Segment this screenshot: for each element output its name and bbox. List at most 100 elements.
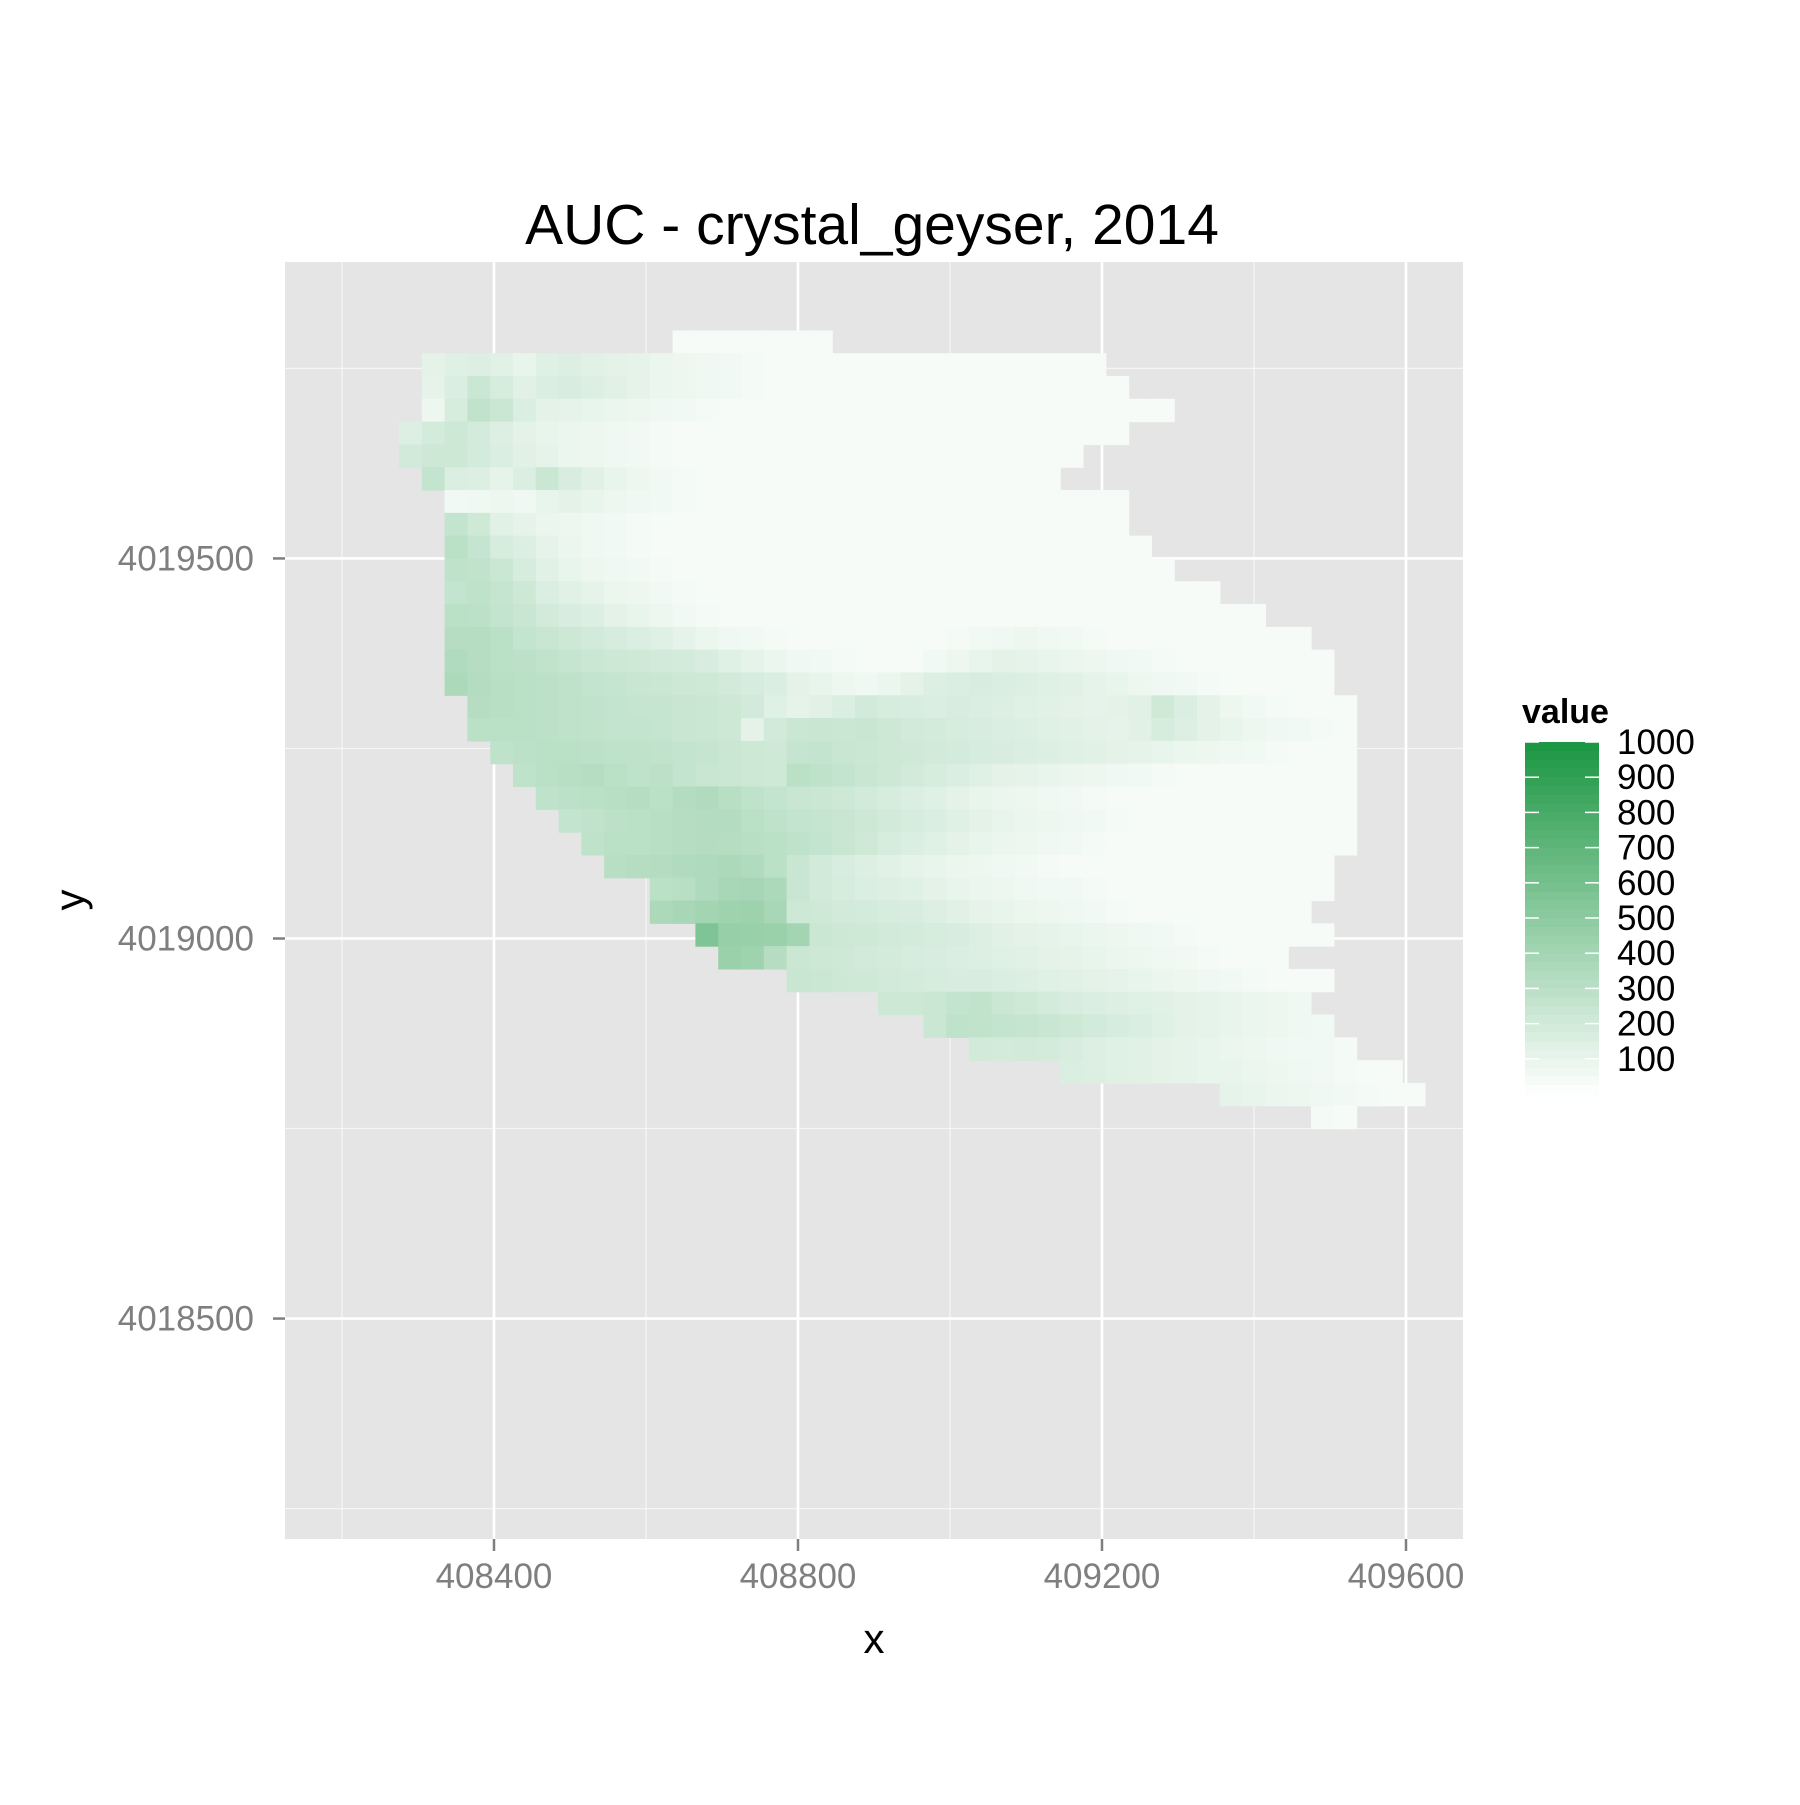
heatmap-cell [1151, 604, 1175, 628]
heatmap-cell [741, 877, 765, 902]
heatmap-cell [1083, 1037, 1107, 1061]
heatmap-cell [444, 353, 468, 377]
heatmap-cell [923, 946, 947, 970]
heatmap-cell [1060, 718, 1084, 742]
heatmap-cell [741, 718, 765, 742]
heatmap-cell [1060, 512, 1084, 537]
heatmap-cell [969, 490, 993, 514]
heatmap-cell [763, 695, 788, 719]
heatmap-cell [991, 376, 1016, 400]
heatmap-cell [1083, 558, 1107, 582]
heatmap-cell [467, 604, 491, 628]
heatmap-cell [1265, 877, 1289, 902]
heatmap-cell [1197, 900, 1221, 924]
heatmap-cell [763, 421, 788, 446]
heatmap-cell [718, 467, 742, 491]
heatmap-cell [1037, 376, 1061, 400]
heatmap-cell [741, 786, 765, 810]
heatmap-cell [1014, 991, 1038, 1016]
heatmap-cell [1083, 535, 1107, 560]
heatmap-cell [672, 809, 696, 833]
heatmap-cell [923, 558, 947, 582]
heatmap-cell [581, 695, 605, 719]
heatmap-cell [444, 649, 468, 674]
heatmap-cell [1128, 854, 1152, 879]
legend-bar-segment [1525, 777, 1599, 787]
heatmap-cell [558, 809, 582, 833]
heatmap-cell [1242, 900, 1266, 924]
heatmap-cell [1265, 740, 1289, 765]
heatmap-cell [1083, 672, 1107, 696]
heatmap-cell [1037, 877, 1061, 902]
heatmap-cell [1242, 672, 1266, 696]
heatmap-cell [1037, 923, 1061, 947]
heatmap-cell [558, 626, 582, 651]
heatmap-cell [649, 421, 674, 446]
heatmap-cell [741, 900, 765, 924]
heatmap-cell [1311, 718, 1335, 742]
heatmap-cell [1288, 763, 1312, 788]
heatmap-cell [763, 467, 788, 491]
heatmap-cell [991, 900, 1016, 924]
heatmap-cell [832, 467, 856, 491]
heatmap-cell [900, 809, 924, 833]
heatmap-cell [490, 444, 514, 468]
heatmap-cell [1311, 740, 1335, 765]
heatmap-cell [1037, 854, 1061, 879]
heatmap-cell [1037, 718, 1061, 742]
heatmap-cell [969, 421, 993, 446]
legend-bar-segment [1525, 847, 1599, 858]
heatmap-cell [1060, 1037, 1084, 1061]
heatmap-cell [421, 421, 446, 446]
heatmap-cell [923, 718, 947, 742]
heatmap-cell [741, 946, 765, 970]
heatmap-cell [513, 376, 537, 400]
heatmap-cell [786, 398, 810, 423]
heatmap-cell [763, 900, 788, 924]
heatmap-cell [763, 786, 788, 810]
heatmap-cell [535, 558, 560, 582]
heatmap-cell [832, 376, 856, 400]
heatmap-cell [1288, 786, 1312, 810]
heatmap-cell [1037, 1037, 1061, 1061]
legend-bar-segment [1525, 794, 1599, 805]
heatmap-cell [1105, 991, 1130, 1016]
heatmap-cell [1105, 421, 1130, 446]
heatmap-cell [855, 649, 879, 674]
heatmap-cell [535, 718, 560, 742]
heatmap-cell [832, 581, 856, 605]
heatmap-cell [1083, 376, 1107, 400]
heatmap-cell [1174, 832, 1198, 856]
heatmap-cell [604, 398, 628, 423]
heatmap-cell [718, 353, 742, 377]
heatmap-cell [581, 376, 605, 400]
heatmap-cell [832, 490, 856, 514]
heatmap-cell [467, 421, 491, 446]
heatmap-cell [855, 832, 879, 856]
heatmap-cell [1197, 1037, 1221, 1061]
heatmap-cell [946, 490, 970, 514]
heatmap-cell [877, 740, 902, 765]
heatmap-cell [877, 490, 902, 514]
heatmap-cell [1311, 854, 1335, 879]
heatmap-cell [1105, 832, 1130, 856]
heatmap-cell [1265, 991, 1289, 1016]
heatmap-cell [809, 900, 833, 924]
heatmap-cell [991, 946, 1016, 970]
heatmap-cell [1037, 832, 1061, 856]
heatmap-cell [763, 946, 788, 970]
heatmap-cell [877, 786, 902, 810]
heatmap-cell [786, 672, 810, 696]
heatmap-cell [900, 376, 924, 400]
heatmap-cell [1311, 672, 1335, 696]
heatmap-cell [809, 649, 833, 674]
heatmap-cell [672, 398, 696, 423]
heatmap-cell [741, 444, 765, 468]
legend-bar-segment [1525, 900, 1599, 910]
heatmap-cell [991, 490, 1016, 514]
heatmap-cell [969, 353, 993, 377]
heatmap-cell [1151, 1014, 1175, 1038]
heatmap-cell [1242, 1082, 1266, 1107]
heatmap-cell [581, 809, 605, 833]
heatmap-cell [741, 490, 765, 514]
